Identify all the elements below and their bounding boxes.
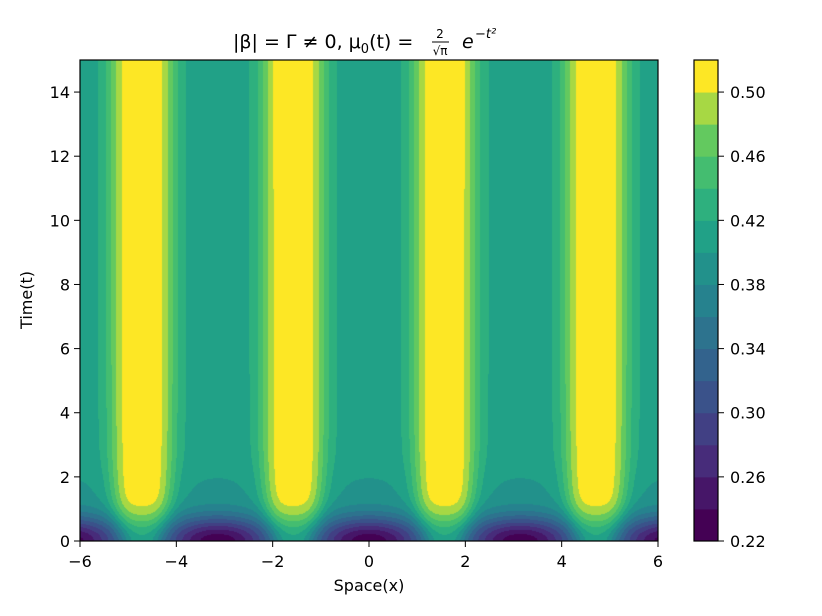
chart-title: |β| = Γ ≠ 0, μ0(t) = (233, 31, 413, 57)
colorbar-band (694, 476, 718, 510)
colorbar-band (694, 60, 718, 93)
x-tick-label: −6 (68, 552, 92, 571)
x-tick-label: 6 (653, 552, 663, 571)
y-tick-label: 0 (60, 532, 70, 551)
title-frac-denominator: √π (433, 44, 448, 58)
x-tick-label: −2 (261, 552, 285, 571)
x-tick-label: −4 (165, 552, 189, 571)
colorbar-tick-label: 0.34 (730, 340, 766, 359)
colorbar-tick-label: 0.38 (730, 275, 766, 294)
colorbar-tick-label: 0.46 (730, 147, 766, 166)
x-tick-label: 4 (557, 552, 567, 571)
colorbar-tick-label: 0.50 (730, 83, 766, 102)
colorbar-band (694, 348, 718, 382)
title-exp-base: e (462, 31, 474, 53)
colorbar-frame (693, 59, 719, 542)
colorbar-band (694, 444, 718, 478)
y-axis: 0 2 4 6 8 10 12 14 (50, 83, 80, 551)
colorbar-band (694, 156, 718, 189)
y-axis-label: Time(t) (17, 271, 36, 330)
colorbar-band (694, 220, 718, 253)
y-tick-label: 6 (60, 340, 70, 359)
colorbar-band (694, 252, 718, 285)
plot-area (80, 60, 658, 541)
y-tick-label: 8 (60, 275, 70, 294)
x-axis-label: Space(x) (334, 576, 405, 595)
colorbar-band (694, 316, 718, 350)
colorbar-band (694, 284, 718, 318)
title-fraction: 2 √π (432, 27, 449, 58)
colorbar-tick-label: 0.30 (730, 404, 766, 423)
colorbar-axis: 0.22 0.26 0.30 0.34 0.38 0.42 0.46 0.50 (718, 83, 766, 551)
colorbar-tick-label: 0.26 (730, 468, 766, 487)
colorbar-band (694, 188, 718, 221)
title-frac-numerator: 2 (436, 27, 444, 41)
x-tick-label: 2 (460, 552, 470, 571)
colorbar-band (694, 508, 718, 542)
x-axis: −6 −4 −2 0 2 4 6 (68, 541, 663, 571)
colorbar-band (694, 124, 718, 157)
colorbar-band (694, 380, 718, 414)
title-exponent: −t² (475, 27, 496, 42)
colorbar-band (694, 412, 718, 446)
colorbar-tick-label: 0.22 (730, 532, 766, 551)
y-tick-label: 10 (50, 211, 70, 230)
colorbar-tick-label: 0.42 (730, 211, 766, 230)
colorbar-band (694, 92, 718, 125)
contour-fill (80, 60, 658, 541)
y-tick-label: 4 (60, 404, 70, 423)
x-tick-label: 0 (364, 552, 374, 571)
y-tick-label: 2 (60, 468, 70, 487)
colorbar (694, 60, 718, 542)
y-tick-label: 12 (50, 147, 70, 166)
y-tick-label: 14 (50, 83, 70, 102)
